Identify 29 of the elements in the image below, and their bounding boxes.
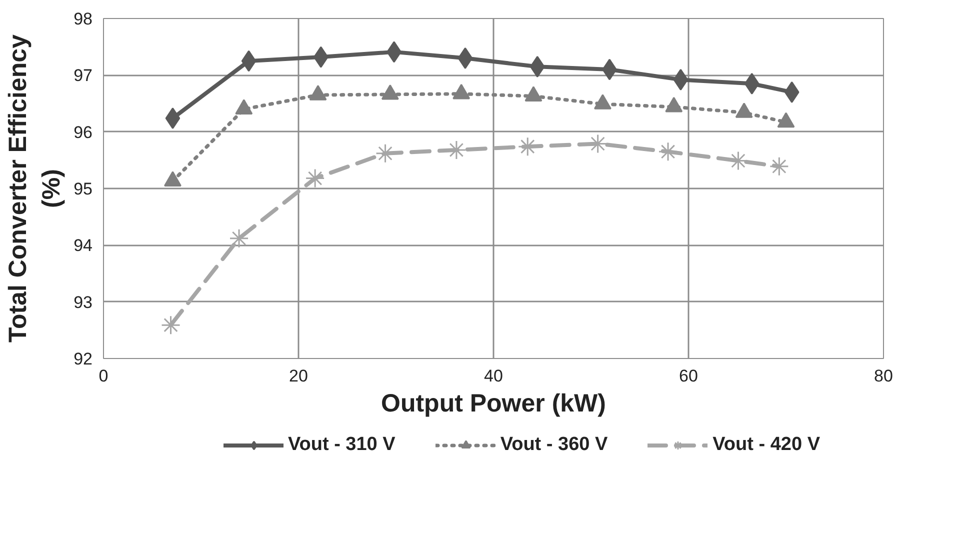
point: [241, 50, 256, 72]
point: [530, 56, 545, 78]
x-tick-label: 60: [679, 366, 698, 386]
x-axis-title: Output Power (kW): [381, 390, 606, 418]
y-tick-label: 94: [74, 236, 93, 256]
x-tick-label: 20: [289, 366, 308, 386]
point: [673, 68, 688, 90]
legend-label: Vout - 360 V: [500, 434, 608, 456]
y-tick-label: 93: [74, 292, 93, 312]
point: [744, 72, 760, 94]
x-tick-label: 80: [874, 366, 893, 386]
y-tick-label: 95: [74, 180, 93, 198]
point: [458, 47, 473, 69]
x-tick-label: 40: [484, 366, 503, 386]
point: [229, 228, 249, 248]
legend-label: Vout - 310 V: [288, 434, 396, 456]
point: [161, 315, 181, 335]
y-tick-label: 92: [74, 350, 93, 368]
point: [784, 81, 800, 103]
point: [305, 168, 325, 188]
y-tick-label: 98: [74, 10, 93, 28]
y-tick-label: 96: [74, 122, 93, 142]
x-tick-label: 0: [98, 366, 108, 386]
point: [658, 142, 678, 162]
point: [769, 156, 789, 176]
legend-label: Vout - 420 V: [712, 434, 820, 456]
point: [165, 107, 180, 129]
y-tick-label: 97: [74, 66, 93, 86]
y-axis-title: Total Converter Efficiency (%): [4, 34, 66, 342]
